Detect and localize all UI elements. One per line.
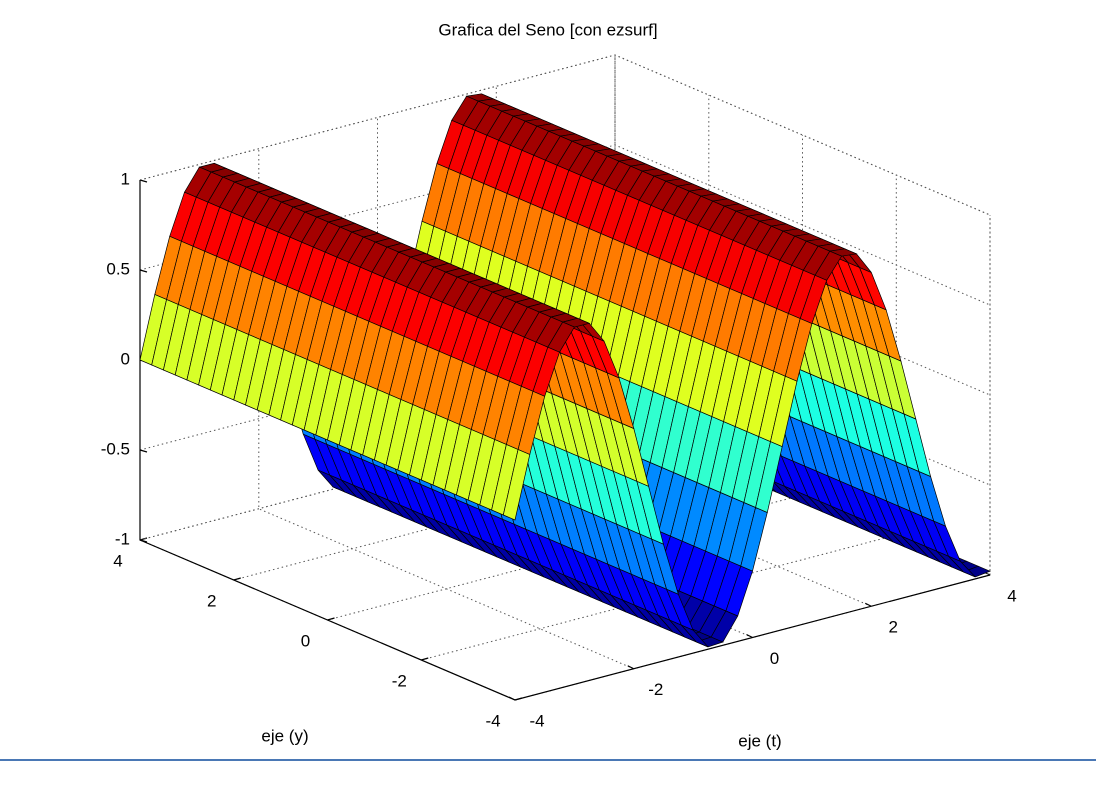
surface-patch xyxy=(517,390,546,455)
y-tick-label: 2 xyxy=(207,591,216,610)
x-tick-label: 2 xyxy=(889,618,898,637)
y-tick-label: -2 xyxy=(392,671,407,690)
y-axis-label: eje (y) xyxy=(261,726,308,745)
x-tick xyxy=(746,633,753,639)
chart-title: Grafica del Seno [con ezsurf] xyxy=(438,20,657,39)
y-tick xyxy=(327,617,335,621)
z-tick-label: 1 xyxy=(121,169,130,188)
x-tick-label: -4 xyxy=(529,711,544,730)
grid-line xyxy=(258,148,634,670)
x-axis-label: eje (t) xyxy=(738,731,781,750)
x-tick-label: 0 xyxy=(770,649,779,668)
z-tick-label: 0 xyxy=(121,349,130,368)
z-tick xyxy=(139,449,148,453)
surface-patch xyxy=(784,318,813,382)
y-tick xyxy=(233,577,241,581)
z-tick-label: -0.5 xyxy=(101,439,130,458)
z-tick-label: -1 xyxy=(115,529,130,548)
x-tick xyxy=(627,665,635,670)
y-tick-label: -4 xyxy=(485,711,500,730)
x-tick-label: 4 xyxy=(1007,586,1016,605)
x-tick-label: -2 xyxy=(648,680,663,699)
x-tick xyxy=(864,602,872,607)
y-tick-label: 0 xyxy=(301,631,310,650)
box-edge xyxy=(139,54,991,216)
y-tick xyxy=(421,657,429,661)
z-tick xyxy=(139,269,148,273)
y-tick-label: 4 xyxy=(113,551,122,570)
z-tick xyxy=(139,179,148,183)
z-tick-label: 0.5 xyxy=(106,259,130,278)
